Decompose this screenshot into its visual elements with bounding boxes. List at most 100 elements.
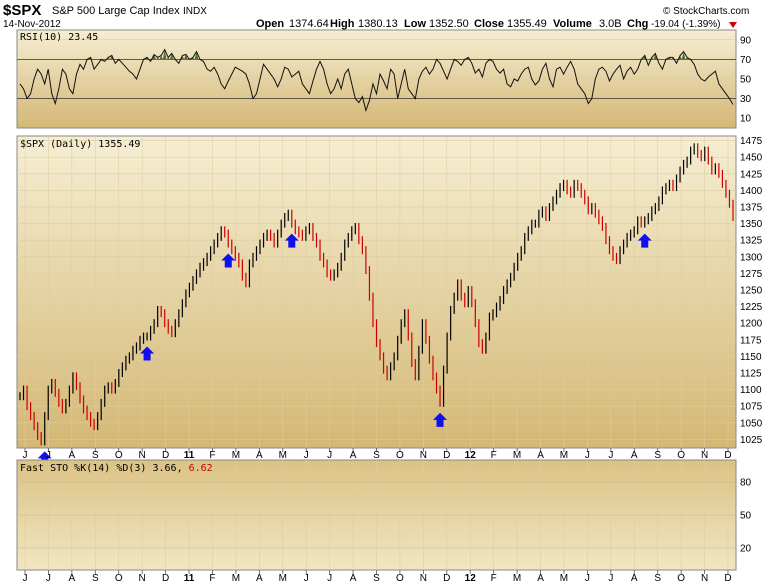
x-tick-label: J <box>608 450 613 461</box>
x-tick-label: J <box>304 450 309 461</box>
symbol: $SPX <box>3 2 41 19</box>
stochastic-gridlines <box>17 460 736 570</box>
price-tick-label: 1450 <box>740 153 763 164</box>
x-axis-price: J J A S O N D 11 F M A M J J A S O N D 12 F M A M J J A S O N D <box>23 448 732 461</box>
x-tick-label: M <box>279 573 287 584</box>
rsi-reference-lines <box>17 59 736 99</box>
up-arrow-icon <box>140 346 155 361</box>
x-tick-label: O <box>396 573 404 584</box>
rsi-overbought-area <box>152 54 156 60</box>
rsi-tick-label: 50 <box>740 75 752 86</box>
stochastic-tick-label: 50 <box>740 511 752 522</box>
rsi-overbought-area <box>653 53 658 60</box>
rsi-overbought-area <box>194 51 199 60</box>
x-tick-label: A <box>537 450 544 461</box>
x-tick-label: A <box>631 573 638 584</box>
x-tick-label: J <box>23 573 28 584</box>
up-arrow-icon <box>637 233 652 248</box>
x-tick-label: D <box>443 573 450 584</box>
x-tick-label: M <box>232 450 240 461</box>
x-tick-label: N <box>139 450 146 461</box>
price-tick-label: 1200 <box>740 319 763 330</box>
x-tick-label: O <box>396 450 404 461</box>
down-triangle-icon <box>729 22 737 28</box>
x-tick-label: 11 <box>184 573 195 584</box>
copyright: © StockCharts.com <box>663 6 749 17</box>
x-tick-label: S <box>92 573 99 584</box>
rsi-label: RSI(10) 23.45 <box>20 32 98 43</box>
rsi-panel: 90 70 50 30 10 RSI(10) 23.45 <box>16 29 752 129</box>
rsi-overbought-area <box>155 57 160 60</box>
price-tick-label: 1150 <box>740 352 762 363</box>
volume-value: 3.0B <box>599 18 622 30</box>
x-tick-label: F <box>491 450 497 461</box>
price-tick-label: 1375 <box>740 203 763 214</box>
x-tick-label: A <box>256 573 263 584</box>
index-name: S&P 500 Large Cap Index <box>52 5 180 17</box>
x-tick-label: N <box>139 573 146 584</box>
rsi-overbought-area <box>191 57 195 60</box>
x-axis-stochastic: J J A S O N D 11 F M A M J J A S O N D 12 F M A M J J A S O N D <box>23 570 732 584</box>
x-tick-label: S <box>654 450 661 461</box>
x-tick-label: M <box>279 450 287 461</box>
x-tick-label: F <box>491 573 497 584</box>
x-tick-label: D <box>724 450 731 461</box>
volume-label: Volume <box>553 18 592 30</box>
x-tick-label: N <box>420 450 427 461</box>
x-tick-label: J <box>608 573 613 584</box>
x-tick-label: J <box>46 450 51 461</box>
price-tick-label: 1475 <box>740 136 763 147</box>
stochastic-y-axis: 80 50 20 <box>740 478 752 555</box>
low-value: 1352.50 <box>429 18 469 30</box>
chg-value: -19.04 (-1.39%) <box>651 19 720 30</box>
x-tick-label: F <box>209 450 215 461</box>
x-tick-label: S <box>92 450 99 461</box>
x-tick-label: D <box>162 450 169 461</box>
x-tick-label: M <box>560 573 568 584</box>
price-panel: 1475 1450 1425 1400 1375 1350 1325 1300 1275 1250… <box>16 135 763 466</box>
rsi-line <box>19 48 734 113</box>
price-tick-label: 1300 <box>740 252 763 263</box>
up-arrow-icon <box>433 412 448 427</box>
x-tick-label: M <box>232 573 240 584</box>
rsi-overbought-area <box>159 55 163 60</box>
price-tick-label: 1350 <box>740 219 763 230</box>
x-tick-label: 12 <box>465 450 477 461</box>
x-tick-label: D <box>162 573 169 584</box>
price-tick-label: 1250 <box>740 286 763 297</box>
chart-header: $SPX S&P 500 Large Cap Index INDX 14-Nov… <box>3 2 749 30</box>
rsi-tick-label: 30 <box>740 94 752 105</box>
stochastic-panel: 80 50 20 Fast STO %K(14) %D(3) 3.66, 6.62 <box>16 459 752 571</box>
rsi-overbought-area <box>685 57 689 60</box>
chg-label: Chg <box>627 18 648 30</box>
x-tick-label: N <box>701 450 708 461</box>
x-tick-label: A <box>631 450 638 461</box>
x-tick-label: A <box>537 573 544 584</box>
rsi-y-axis: 90 70 50 30 10 <box>740 35 752 124</box>
price-tick-label: 1275 <box>740 269 763 280</box>
price-tick-label: 1325 <box>740 236 763 247</box>
close-label: Close <box>474 18 504 30</box>
x-tick-label: A <box>256 450 263 461</box>
up-arrow-icon <box>221 253 236 268</box>
x-tick-label: F <box>209 573 215 584</box>
rsi-overbought-area <box>170 53 174 60</box>
x-tick-label: O <box>677 573 685 584</box>
x-tick-label: A <box>69 573 76 584</box>
x-tick-label: J <box>585 573 590 584</box>
open-label: Open <box>256 18 284 30</box>
x-tick-label: D <box>724 573 731 584</box>
price-tick-label: 1050 <box>740 418 763 429</box>
x-tick-label: D <box>443 450 450 461</box>
price-bars <box>19 143 734 446</box>
price-tick-label: 1175 <box>740 335 762 346</box>
x-tick-label: J <box>585 450 590 461</box>
x-tick-label: O <box>677 450 685 461</box>
price-tick-label: 1100 <box>740 385 762 396</box>
rsi-tick-label: 70 <box>740 55 752 66</box>
x-tick-label: O <box>115 450 123 461</box>
open-value: 1374.64 <box>289 18 329 30</box>
price-y-axis: 1475 1450 1425 1400 1375 1350 1325 1300 1275 1250… <box>740 136 763 446</box>
high-value: 1380.13 <box>358 18 398 30</box>
rsi-overbought-area <box>667 57 672 60</box>
